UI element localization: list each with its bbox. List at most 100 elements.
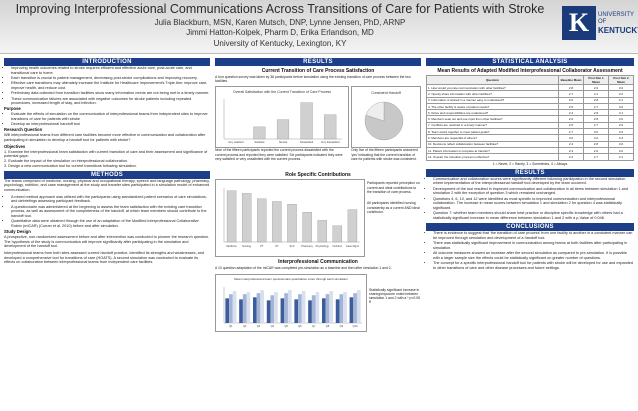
consistent-handoff-pie-svg: Consistent Handoff	[364, 91, 404, 141]
group-label: Q5	[284, 324, 288, 328]
bar	[260, 289, 265, 323]
middle-column: RESULTS Current Transition of Care Proce…	[215, 58, 421, 334]
results-right-heading: RESULTS	[426, 168, 634, 177]
stats-value-cell: 3.0	[608, 83, 634, 92]
bar	[317, 220, 327, 243]
conclusion-bullet: There was statistically significant impr…	[433, 241, 634, 250]
bar	[256, 292, 261, 323]
consistent-handoff-note: Only five of the fifteen participants an…	[351, 148, 418, 161]
methods-bullet: Quantitative data were obtained through …	[11, 219, 210, 228]
objective-item: 3. Design a new communication tool for c…	[4, 163, 137, 168]
conclusions-section: There is evidence to suggest that 'the t…	[426, 231, 634, 270]
intro-bullet: Improving health outcomes related to str…	[11, 66, 210, 75]
category-label: Nutrition	[332, 244, 342, 248]
chart-title: Mean interprofessional team questionnair…	[234, 277, 348, 281]
bar	[252, 296, 257, 323]
category-label: OT	[275, 244, 279, 248]
results-heading: RESULTS	[215, 58, 421, 66]
bar	[325, 293, 330, 323]
stats-value-cell: 3.0	[608, 115, 634, 123]
ip-communication-area: Mean interprofessional team questionnair…	[215, 273, 421, 334]
bar	[232, 290, 237, 323]
role-contributions-svg: Medicine Nursing PT OT SLP Pharmacy Psychology…	[223, 188, 360, 248]
objective-item: 1. Examine the interprofessional team sa…	[4, 149, 208, 159]
interprofessional-teams-text: Interprofessional teams from both sites …	[4, 251, 205, 265]
bar	[349, 296, 354, 323]
bar	[284, 292, 288, 323]
bar	[311, 294, 316, 323]
group-label: Q7	[312, 324, 316, 328]
results-bullet: Communication and collaboration scores w…	[433, 177, 634, 186]
stats-value-cell: 3.1	[608, 96, 634, 104]
stats-value-cell: 3.1	[608, 109, 634, 117]
bar	[353, 292, 357, 323]
objective-item: 2. Evaluate the impact of the simulation…	[4, 159, 129, 164]
bar	[343, 291, 347, 323]
intro-bullet: These communication failures are associa…	[11, 97, 210, 106]
bar	[335, 298, 340, 323]
methods-bullet-list: A mixed method approach was utilized wit…	[4, 195, 210, 229]
objectives-heading: Objectives	[4, 143, 26, 149]
category-label: Case Mgmt	[346, 244, 360, 248]
satisfaction-intro: A four question survey was taken by 38 p…	[215, 75, 411, 84]
bar	[274, 291, 278, 323]
satisfaction-subheading: Current Transition of Care Process Satis…	[261, 68, 375, 74]
pie-slice	[365, 102, 385, 122]
ip-communication-intro: A 10 question adaptation of the mICAR wa…	[215, 266, 392, 271]
ip-communication-subheading: Interprofessional Communication	[278, 259, 358, 266]
bar	[226, 190, 237, 243]
affiliation: University of Kentucky, Lexington, KY	[213, 39, 347, 48]
results-bullet: Questions 4, 6, 10, and 12 were identifi…	[433, 197, 634, 211]
stats-value-cell: 3.0	[608, 102, 634, 111]
stats-footnote: 1 = Never, 2 = Rarely, 3 = Sometimes, 4 …	[492, 161, 568, 166]
methods-intro: The teams comprised of medicine, nursing…	[4, 178, 210, 192]
objectives-list: 1. Examine the interprofessional team sa…	[4, 150, 210, 169]
stats-column-header: Post Sim 1 Mean	[583, 75, 609, 85]
results-bullet: Development of the tool resulted in impr…	[433, 187, 634, 196]
conclusion-bullet: All outcome measures showed an increase …	[433, 251, 634, 260]
group-label: Q6	[298, 324, 302, 328]
bar	[242, 293, 247, 323]
purpose-heading: Purpose	[4, 106, 21, 111]
stats-column-header: Post Sim 2 Mean	[608, 75, 634, 85]
intro-bullet: Each transition is crucial to patient ma…	[11, 76, 210, 81]
study-design-heading: Study Design	[4, 228, 31, 234]
bar	[294, 298, 299, 323]
table-row: 1. How would you rate communication with…	[426, 83, 634, 92]
bar	[253, 127, 266, 140]
table-row: 6. Members seek out and use input from o…	[426, 115, 634, 123]
satisfaction-notes: Nine of the fifteen participants reporte…	[215, 148, 421, 170]
category-label: Medicine	[226, 244, 237, 248]
group-label: Q8	[326, 324, 330, 328]
group-label: Q9	[340, 324, 344, 328]
conclusions-bullet-list: There is evidence to suggest that 'the t…	[426, 231, 634, 270]
purpose-item: Evaluate the effects of simulation on th…	[11, 112, 210, 121]
methods-section: The teams comprised of medicine, nursing…	[4, 179, 210, 266]
logo-text: UNIVERSITY OF KENTUCKY	[598, 12, 638, 36]
results-right-section: Communication and collaboration scores w…	[426, 177, 634, 221]
research-question-text: Will interprofessional teams from differ…	[4, 133, 206, 142]
consistent-handoff-pie-chart: Consistent Handoff	[351, 86, 421, 149]
logo-line-2: KENTUCKY	[598, 26, 638, 36]
bar	[321, 297, 326, 323]
bar	[356, 289, 361, 323]
intro-section: Improving health outcomes related to str…	[4, 66, 210, 169]
category-label: PT	[260, 244, 264, 248]
stats-table-body: 1. How would you rate communication with…	[426, 83, 634, 161]
group-label: Q2	[243, 324, 247, 328]
bar	[324, 115, 337, 140]
bar	[339, 293, 344, 323]
bar	[257, 199, 267, 243]
stats-column-header: Question	[426, 75, 559, 85]
role-contributions-area: Medicine Nursing PT OT SLP Pharmacy Psychology…	[215, 179, 421, 258]
intro-bullet: Effective care transitions may ultimatel…	[11, 81, 210, 90]
bar	[239, 298, 243, 323]
right-column: STATISTICAL ANALYSIS Mean Results of Ada…	[426, 58, 634, 271]
stats-column-header: Baseline Mean	[558, 75, 584, 85]
chart-title: Overall Satisfaction with the Current Tr…	[233, 90, 331, 94]
group-label: Q3	[257, 324, 261, 328]
satisfaction-charts: Overall Satisfaction with the Current Tr…	[215, 86, 421, 149]
category-label: Very satisfied	[228, 140, 244, 144]
intro-bullet: Preliminary data collected from transiti…	[11, 91, 210, 96]
bar	[300, 102, 313, 140]
